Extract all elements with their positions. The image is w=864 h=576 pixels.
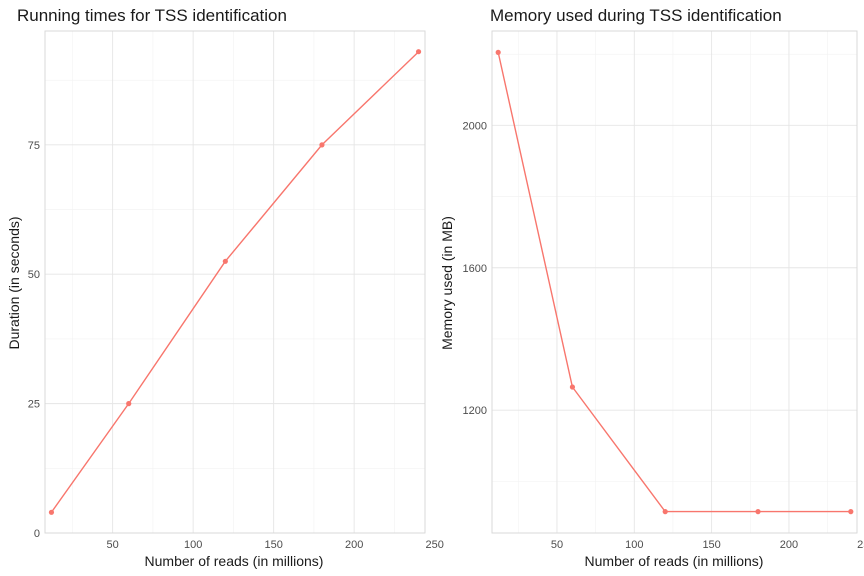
x-axis-label: Number of reads (in millions)	[585, 553, 764, 569]
x-tick-label: 100	[184, 539, 202, 551]
x-tick-label: 200	[780, 539, 798, 551]
x-tick-label: 150	[264, 539, 282, 551]
chart-panel-running-times: Running times for TSS identification Num…	[6, 6, 444, 569]
y-tick-label: 0	[34, 528, 40, 540]
y-tick-label: 75	[28, 140, 40, 152]
data-point	[319, 142, 325, 148]
data-point	[415, 49, 422, 55]
chart-panel-memory-used: Memory used during TSS identification Nu…	[439, 6, 864, 569]
plot-panel-border	[44, 30, 426, 534]
x-tick-label: 50	[551, 539, 563, 551]
y-tick-label: 1200	[463, 405, 487, 417]
data-point	[222, 258, 228, 264]
data-point	[495, 49, 501, 55]
y-axis-label: Duration (in seconds)	[6, 216, 22, 349]
x-tick-label: 150	[702, 539, 720, 551]
data-point	[662, 509, 668, 515]
x-tick-label: 200	[345, 539, 363, 551]
x-tick-label: 250	[425, 539, 443, 551]
y-tick-label: 25	[28, 399, 40, 411]
series-line	[50, 51, 420, 513]
x-axis-label: Number of reads (in millions)	[145, 553, 324, 569]
data-point	[755, 509, 761, 515]
x-tick-label: 250	[857, 539, 864, 551]
x-tick-label: 50	[107, 539, 119, 551]
data-point	[126, 401, 132, 407]
data-point	[848, 509, 854, 515]
y-tick-label: 1600	[463, 263, 487, 275]
plot-panel-border	[491, 30, 858, 534]
x-tick-label: 100	[625, 539, 643, 551]
y-tick-label: 50	[28, 269, 40, 281]
y-tick-label: 2000	[463, 120, 487, 132]
chart-title: Running times for TSS identification	[17, 6, 287, 25]
y-axis-label: Memory used (in MB)	[439, 216, 455, 350]
data-point	[48, 509, 55, 515]
series-line	[497, 52, 851, 513]
chart-title: Memory used during TSS identification	[490, 6, 782, 25]
data-point	[569, 384, 576, 390]
